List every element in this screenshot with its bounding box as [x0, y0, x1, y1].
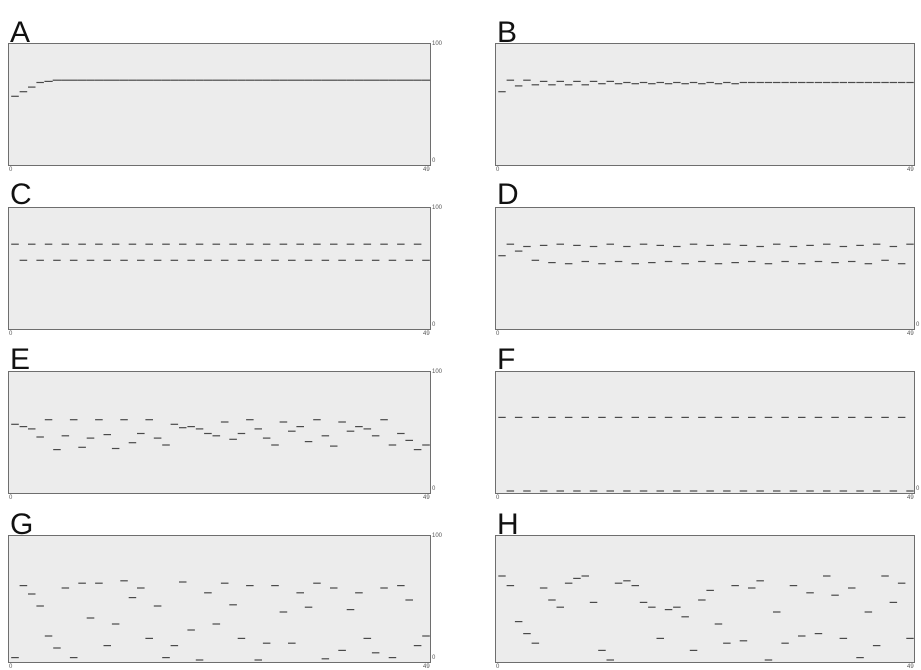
series-plot [498, 575, 914, 661]
y-tick-label-bottom: 0 [916, 322, 920, 328]
y-tick-label-bottom: 0 [432, 322, 436, 328]
plot-area [8, 535, 431, 663]
x-tick-label-start: 0 [496, 495, 500, 501]
panel-label: A [10, 16, 31, 49]
plot-area [495, 535, 915, 663]
series-plot [11, 243, 430, 261]
panel-label: H [497, 508, 519, 541]
panel-label: D [497, 178, 519, 211]
plot-area [495, 43, 915, 166]
plot-area [495, 207, 915, 330]
x-tick-label-start: 0 [496, 664, 500, 670]
panel-label: E [10, 343, 31, 376]
y-tick-label-top: 100 [432, 533, 443, 539]
x-tick-label-start: 0 [9, 167, 13, 173]
x-tick-label-end: 49 [423, 495, 430, 501]
y-tick-label-bottom: 0 [432, 158, 436, 164]
x-tick-label-end: 49 [907, 495, 914, 501]
y-tick-label-top: 100 [432, 205, 443, 211]
x-tick-label-end: 49 [423, 664, 430, 670]
x-tick-label-end: 49 [907, 331, 914, 337]
plot-area [8, 207, 431, 330]
series-plot [11, 79, 431, 97]
panel-label: C [10, 178, 32, 211]
y-tick-label-bottom: 0 [916, 486, 920, 492]
plot-area [8, 43, 431, 166]
x-tick-label-start: 0 [9, 495, 13, 501]
series-plot [498, 243, 914, 265]
x-tick-label-start: 0 [496, 331, 500, 337]
x-tick-label-end: 49 [907, 167, 914, 173]
series-plot [11, 419, 430, 451]
x-tick-label-end: 49 [907, 664, 914, 670]
x-tick-label-end: 49 [423, 167, 430, 173]
plot-area [8, 371, 431, 494]
y-tick-label-top: 100 [432, 369, 443, 375]
panel-label: G [10, 508, 34, 541]
x-tick-label-start: 0 [9, 331, 13, 337]
y-tick-label-bottom: 0 [432, 655, 436, 661]
x-tick-label-start: 0 [496, 167, 500, 173]
series-plot [498, 79, 914, 93]
panel-label: B [497, 16, 518, 49]
y-tick-label-bottom: 0 [432, 486, 436, 492]
x-tick-label-start: 0 [9, 664, 13, 670]
series-plot [11, 580, 430, 661]
series-plot [498, 416, 914, 492]
x-tick-label-end: 49 [423, 331, 430, 337]
plot-area [495, 371, 915, 494]
y-tick-label-top: 100 [432, 41, 443, 47]
panel-label: F [497, 343, 516, 376]
